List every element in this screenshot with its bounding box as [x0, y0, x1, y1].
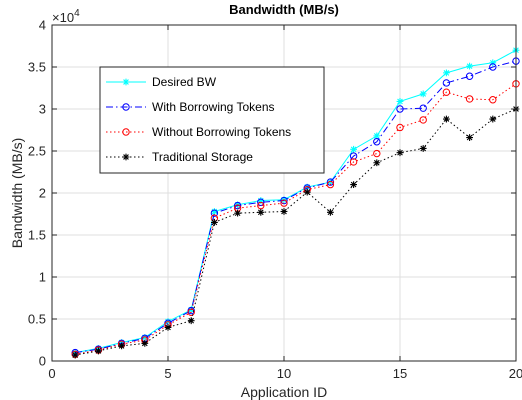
data-point — [211, 219, 218, 226]
data-point — [327, 208, 334, 216]
y-tick-label: 0.5 — [28, 312, 46, 327]
data-point — [210, 209, 219, 217]
data-point — [141, 334, 149, 341]
data-point — [303, 188, 311, 196]
data-point — [466, 62, 473, 70]
x-tick-label: 10 — [277, 366, 291, 381]
data-point — [187, 308, 195, 316]
y-tick-label: 1.5 — [28, 228, 46, 243]
data-point — [419, 104, 427, 112]
data-point — [465, 95, 474, 103]
x-tick-label: 15 — [393, 366, 407, 381]
data-point — [349, 152, 358, 160]
x-tick-label: 5 — [164, 366, 171, 381]
legend: Desired BW With Borrowing Tokens Without B… — [99, 66, 325, 174]
x-tick-label: 20 — [509, 366, 522, 381]
data-point — [443, 69, 450, 77]
data-point — [396, 149, 404, 157]
legend-label: Without Borrowing Tokens — [152, 125, 291, 139]
data-point — [187, 317, 195, 325]
data-point — [234, 209, 241, 217]
data-point — [327, 178, 334, 186]
data-point — [349, 158, 358, 166]
data-point — [257, 201, 265, 210]
series-line — [75, 60, 517, 354]
data-point — [257, 197, 265, 204]
data-point — [350, 145, 357, 153]
legend-item: Desired BW — [106, 75, 217, 89]
y-tick-label: 4 — [39, 18, 46, 33]
y-tick-label: 3 — [39, 102, 46, 117]
data-point — [466, 134, 473, 141]
data-point — [280, 199, 288, 207]
data-point — [465, 72, 474, 80]
data-point — [489, 115, 497, 123]
data-point — [141, 339, 149, 347]
legend-item: With Borrowing Tokens — [106, 100, 275, 114]
data-point — [350, 181, 357, 188]
data-point — [257, 208, 265, 216]
legend-swatch-marker — [122, 78, 130, 86]
data-point — [95, 347, 102, 355]
data-point — [373, 149, 381, 158]
data-point — [489, 59, 497, 67]
x-tick-label: 0 — [48, 366, 55, 381]
data-point — [442, 79, 451, 87]
y-tick-label: 3.5 — [28, 60, 46, 75]
data-point — [164, 324, 172, 331]
legend-swatch-marker — [122, 153, 130, 161]
ticks: 0 5 10 15 20 0 0.5 1 1.5 2 2.5 3 3.5 4 — [28, 18, 522, 382]
data-point — [443, 115, 450, 123]
data-point — [419, 145, 427, 152]
y-tick-label: 2.5 — [28, 144, 46, 159]
legend-label: With Borrowing Tokens — [152, 100, 275, 114]
legend-box — [99, 66, 325, 174]
data-point — [326, 180, 335, 189]
data-point — [396, 105, 404, 113]
data-point — [396, 123, 404, 132]
data-point — [118, 342, 125, 350]
y-tick-label: 1 — [39, 270, 46, 285]
chart-title: Bandwidth (MB/s) — [229, 2, 339, 17]
data-point — [233, 201, 242, 210]
legend-label: Traditional Storage — [152, 150, 253, 164]
data-point — [419, 90, 427, 98]
y-exponent-label: ×104 — [52, 8, 80, 25]
data-point — [257, 198, 265, 206]
series-line — [75, 49, 517, 354]
legend-swatch-marker — [122, 103, 130, 111]
data-point — [489, 96, 497, 104]
legend-item: Without Borrowing Tokens — [106, 125, 291, 139]
data-point — [211, 208, 218, 215]
data-point — [442, 88, 451, 96]
data-point — [373, 138, 381, 146]
data-point — [489, 63, 497, 71]
legend-item: Traditional Storage — [106, 150, 253, 164]
data-point — [396, 98, 404, 105]
y-tick-label: 2 — [39, 186, 46, 201]
series-layer — [71, 46, 520, 359]
data-point — [419, 116, 427, 124]
y-axis-label: Bandwidth (MB/s) — [9, 138, 25, 248]
legend-label: Desired BW — [152, 75, 217, 89]
y-tick-label: 0 — [39, 354, 46, 369]
data-point — [373, 159, 381, 167]
data-point — [280, 196, 288, 205]
data-point — [303, 183, 311, 191]
data-point — [373, 132, 381, 140]
series-line — [75, 108, 517, 356]
x-axis-label: Application ID — [241, 384, 327, 400]
data-point — [71, 351, 79, 359]
legend-swatch-marker — [122, 128, 130, 136]
data-point — [280, 208, 288, 215]
